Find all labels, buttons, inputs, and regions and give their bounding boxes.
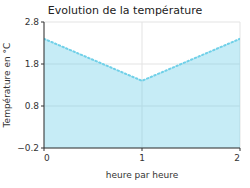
y-tick-label: 2.8	[25, 17, 40, 27]
y-tick-label: 1.8	[25, 59, 40, 69]
grid	[44, 22, 240, 148]
y-axis-label: Température en °C	[2, 43, 12, 129]
x-tick-label: 2	[234, 153, 240, 163]
x-tick	[142, 148, 143, 151]
x-tick-label: 0	[44, 153, 50, 163]
y-tick	[41, 106, 44, 107]
y-axis-line	[44, 22, 45, 148]
x-tick	[240, 148, 241, 151]
data-line	[44, 39, 240, 81]
chart-container: −0.2 0.8 1.8 2.8 0 1 2 Evolution de la températ…	[0, 0, 250, 188]
plot-area	[44, 39, 240, 148]
y-tick	[41, 22, 44, 23]
chart-title: Evolution de la température	[48, 4, 203, 17]
x-tick-label: 1	[139, 153, 145, 163]
y-tick	[41, 64, 44, 65]
chart-svg: −0.2 0.8 1.8 2.8 0 1 2 Evolution de la températ…	[0, 0, 250, 188]
y-tick-label: −0.2	[17, 143, 39, 153]
x-tick	[44, 148, 45, 151]
y-tick-label: 0.8	[25, 101, 40, 111]
x-axis-label: heure par heure	[106, 170, 179, 180]
grid-line-x	[44, 22, 45, 148]
area-fill	[44, 39, 240, 148]
